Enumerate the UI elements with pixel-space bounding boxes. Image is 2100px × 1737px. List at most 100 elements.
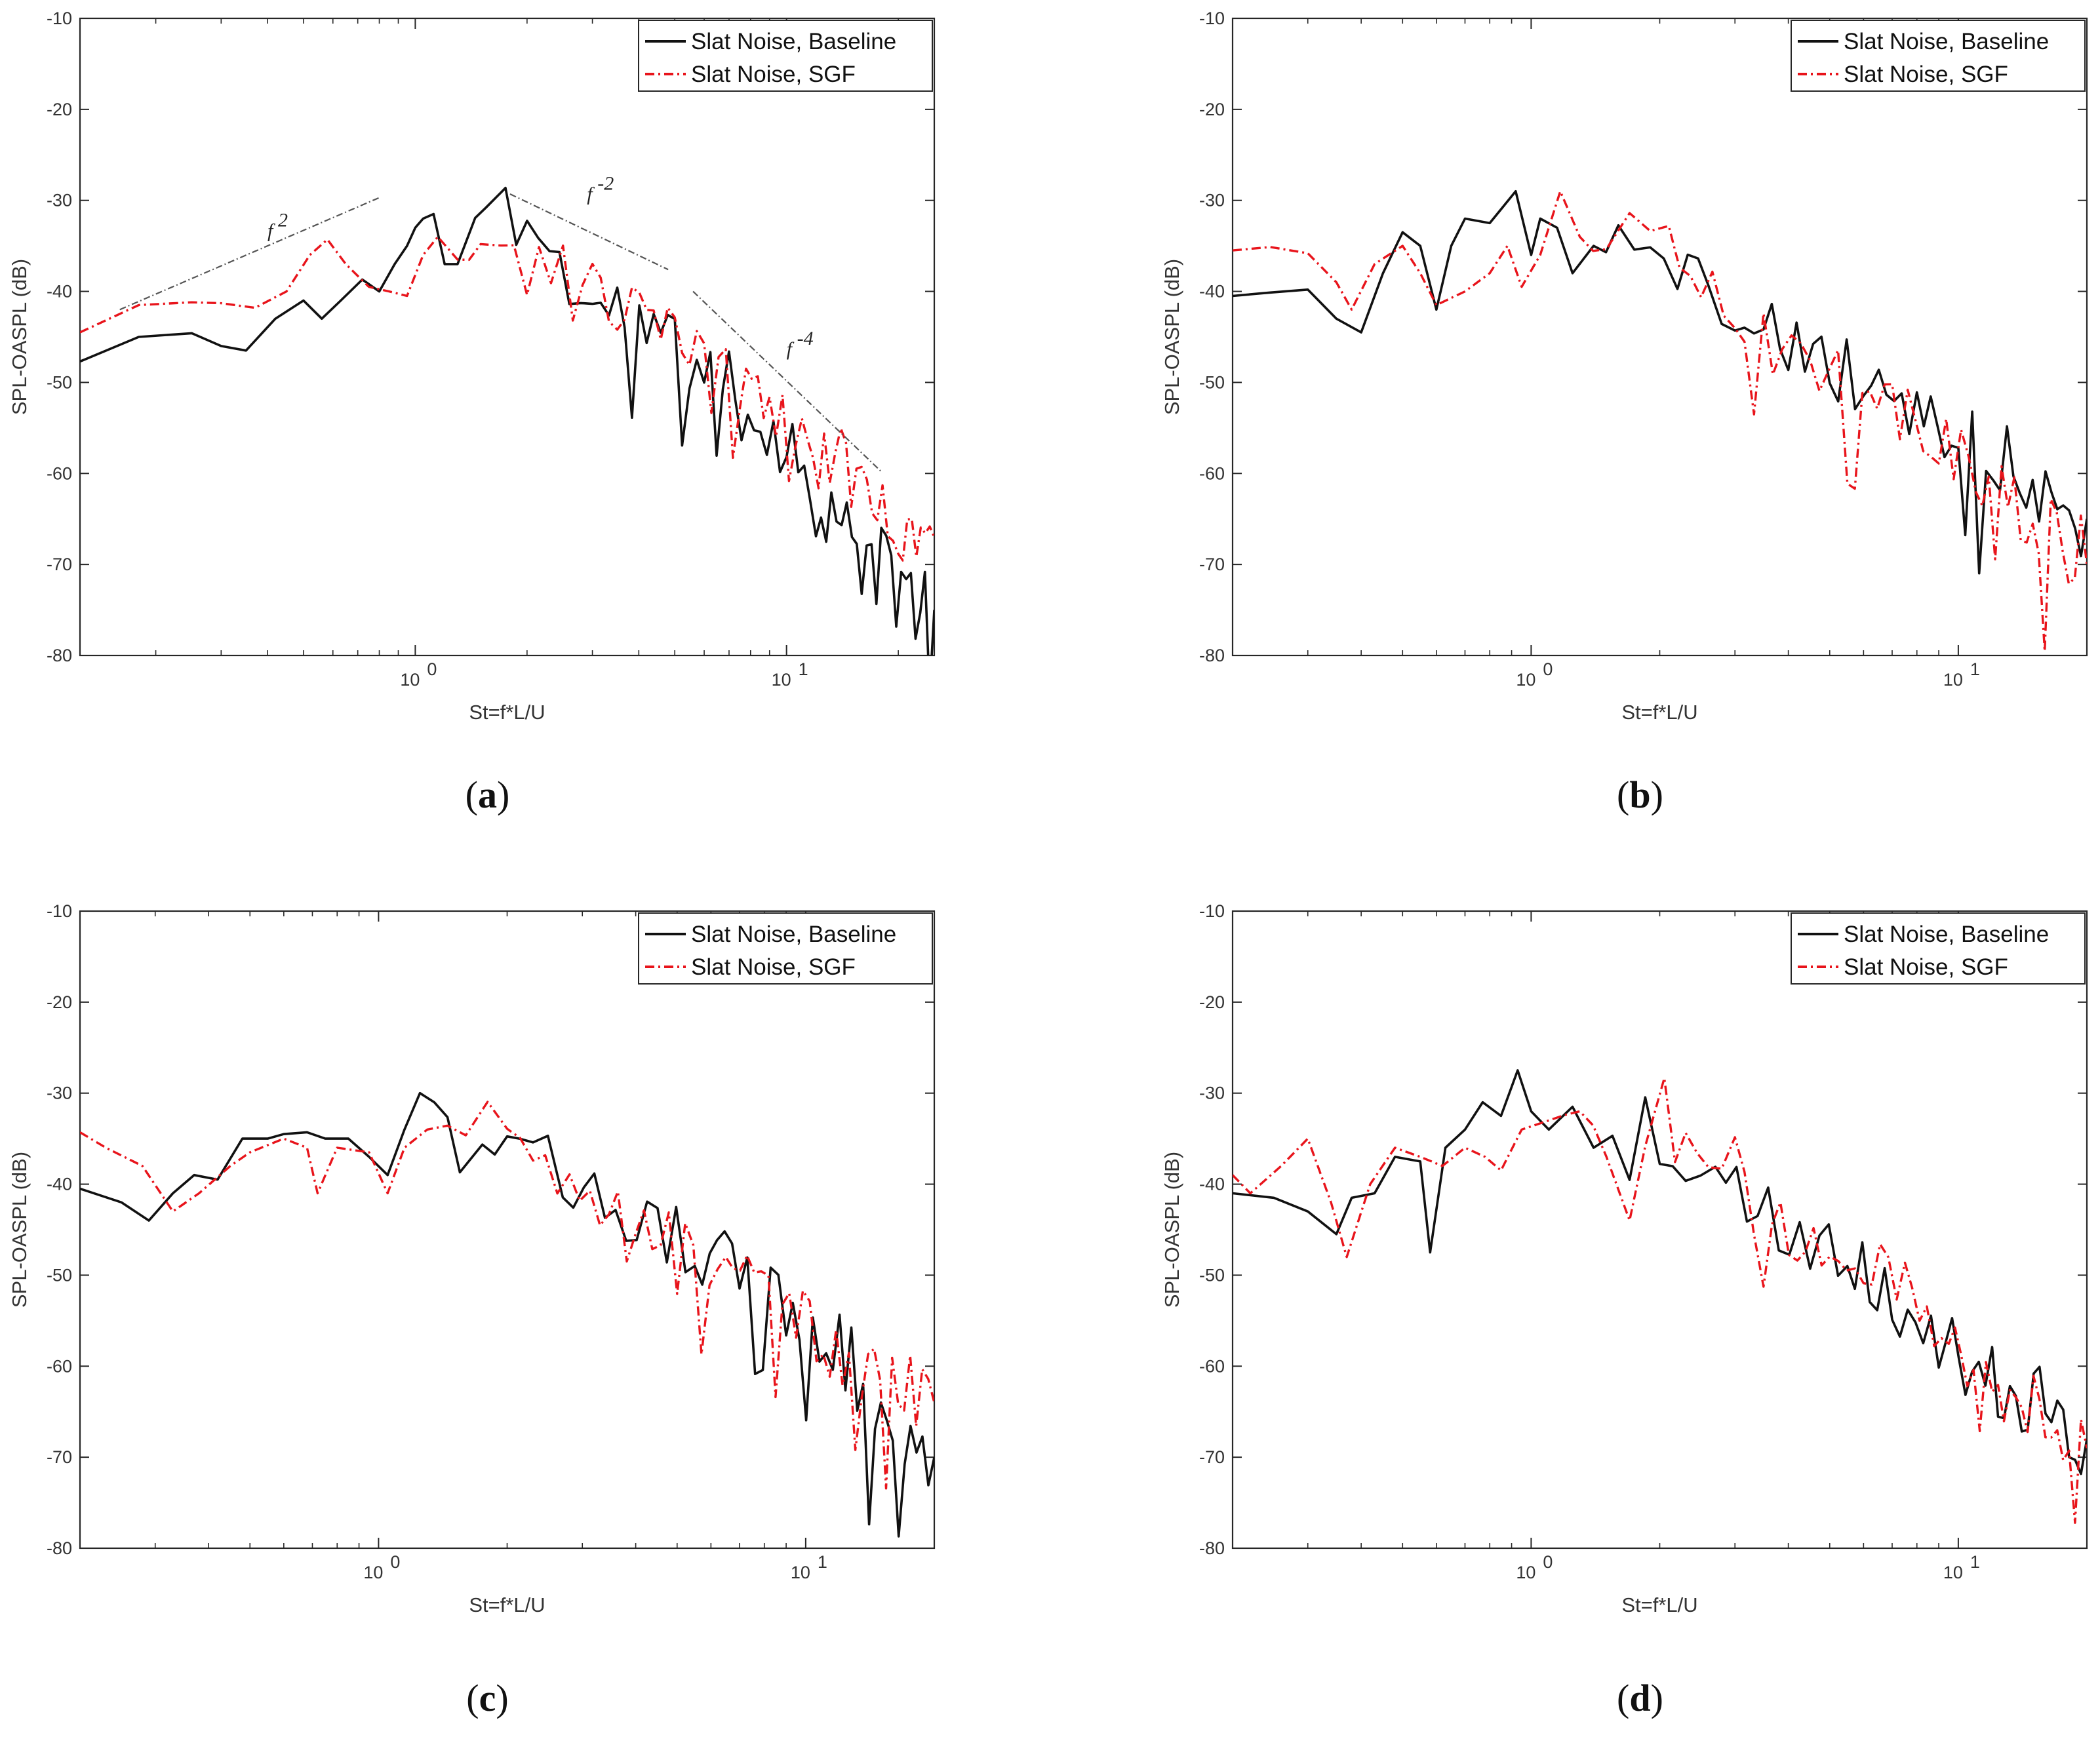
panel-caption: (c) xyxy=(466,1677,508,1719)
x-tick-label: 10 xyxy=(363,1563,383,1582)
panel-caption: (d) xyxy=(1617,1677,1663,1719)
y-tick-label: -10 xyxy=(47,901,72,921)
y-tick-label: -80 xyxy=(47,646,72,665)
legend-box xyxy=(1791,20,2086,92)
slope-reference-line xyxy=(692,290,882,473)
x-axis-label: St=f*L/U xyxy=(1621,701,1697,724)
x-tick-exponent: 1 xyxy=(818,1552,827,1572)
x-tick-exponent: 0 xyxy=(390,1552,400,1572)
x-tick-label: 10 xyxy=(1943,670,1963,690)
series-line-baseline xyxy=(80,186,934,655)
legend: Slat Noise, Baseline Slat Noise, SGF xyxy=(638,20,933,92)
series-group xyxy=(1233,190,2087,653)
plot-frame xyxy=(79,910,936,1550)
x-tick-label: 10 xyxy=(1516,1563,1535,1582)
series-line-baseline xyxy=(80,1091,934,1538)
legend-box xyxy=(638,912,933,985)
plot-frame xyxy=(79,17,936,657)
series-line-sgf xyxy=(1233,190,2087,653)
y-tick-label: -70 xyxy=(1199,555,1225,574)
y-tick-label: -10 xyxy=(47,9,72,28)
y-tick-label: -70 xyxy=(47,1447,72,1467)
x-tick-label: 10 xyxy=(772,670,791,690)
legend-box xyxy=(1791,912,2086,985)
panel-caption: (a) xyxy=(466,773,510,816)
y-tick-label: -50 xyxy=(47,372,72,392)
y-tick-label: -70 xyxy=(47,555,72,574)
legend: Slat Noise, Baseline Slat Noise, SGF xyxy=(638,912,933,985)
y-tick-label: -40 xyxy=(47,1175,72,1194)
y-tick-label: -30 xyxy=(1199,191,1225,210)
y-tick-label: -20 xyxy=(1199,992,1225,1012)
x-tick-exponent: 0 xyxy=(427,659,437,679)
plot-frame xyxy=(1231,17,2088,657)
legend: Slat Noise, Baseline Slat Noise, SGF xyxy=(1791,20,2086,92)
y-tick-label: -40 xyxy=(1199,282,1225,302)
legend-entry: Slat Noise, SGF xyxy=(691,954,856,980)
series-line-baseline xyxy=(1233,190,2087,575)
legend-entry: Slat Noise, Baseline xyxy=(691,29,896,54)
y-tick-label: -10 xyxy=(1199,9,1225,28)
x-axis-label: St=f*L/U xyxy=(469,1593,545,1616)
plot-frame xyxy=(1231,910,2088,1550)
y-tick-label: -60 xyxy=(1199,1356,1225,1376)
x-tick-exponent: 0 xyxy=(1543,1552,1553,1572)
legend-entry: Slat Noise, SGF xyxy=(691,62,856,87)
series-group xyxy=(80,1091,934,1538)
y-axis-label: SPL-OASPL (dB) xyxy=(8,259,31,415)
y-tick-label: -40 xyxy=(47,282,72,302)
y-axis-label: SPL-OASPL (dB) xyxy=(8,1152,31,1308)
slope-reference-line xyxy=(119,197,380,311)
y-tick-label: -80 xyxy=(1199,1538,1225,1558)
y-tick-label: -50 xyxy=(47,1265,72,1285)
x-tick-label: 10 xyxy=(1943,1563,1963,1582)
x-tick-label: 10 xyxy=(1516,670,1535,690)
y-tick-label: -20 xyxy=(47,992,72,1012)
slope-annotation-exponent: 2 xyxy=(278,209,288,231)
panel-d: -10 -20 -30 -40 -50 -60 -70 -80 10 0 10 1 St=f*L/U SP… xyxy=(1160,901,2088,1719)
y-tick-label: -60 xyxy=(47,463,72,483)
slope-annotation-exponent: -2 xyxy=(597,173,614,195)
x-tick-exponent: 1 xyxy=(799,659,808,679)
legend-entry: Slat Noise, SGF xyxy=(1844,62,2008,87)
y-tick-label: -30 xyxy=(1199,1083,1225,1103)
y-tick-label: -60 xyxy=(47,1356,72,1376)
series-group xyxy=(80,186,934,655)
x-axis-label: St=f*L/U xyxy=(1621,1593,1697,1616)
legend-entry: Slat Noise, Baseline xyxy=(691,922,896,947)
legend-box xyxy=(638,20,933,92)
y-axis-label: SPL-OASPL (dB) xyxy=(1160,1152,1183,1308)
y-tick-label: -50 xyxy=(1199,372,1225,392)
panel-b: -10 -20 -30 -40 -50 -60 -70 -80 10 0 10 1 St=f*L/U SP… xyxy=(1160,9,2088,816)
x-tick-label: 10 xyxy=(791,1563,810,1582)
slope-annotation-exponent: -4 xyxy=(797,328,814,349)
x-tick-exponent: 0 xyxy=(1543,659,1553,679)
slope-reference-line xyxy=(509,193,669,271)
y-tick-label: -80 xyxy=(47,1538,72,1558)
y-tick-label: -60 xyxy=(1199,463,1225,483)
legend-entry: Slat Noise, Baseline xyxy=(1844,922,2049,947)
y-tick-label: -40 xyxy=(1199,1175,1225,1194)
x-axis-label: St=f*L/U xyxy=(469,701,545,724)
y-tick-label: -50 xyxy=(1199,1265,1225,1285)
x-tick-exponent: 1 xyxy=(1970,659,1980,679)
y-tick-label: -10 xyxy=(1199,901,1225,921)
series-group xyxy=(1233,1069,2087,1524)
y-tick-label: -20 xyxy=(1199,100,1225,119)
y-tick-label: -20 xyxy=(47,100,72,119)
y-tick-label: -70 xyxy=(1199,1447,1225,1467)
x-tick-exponent: 1 xyxy=(1970,1552,1980,1572)
legend-entry: Slat Noise, SGF xyxy=(1844,954,2008,980)
series-line-sgf xyxy=(80,235,934,562)
y-tick-label: -30 xyxy=(47,1083,72,1103)
series-line-sgf xyxy=(80,1101,934,1490)
panel-a: -10 -20 -30 -40 -50 -60 -70 -80 10 0 10 1 St=f*L/U SP… xyxy=(8,9,936,816)
y-tick-label: -30 xyxy=(47,191,72,210)
legend-entry: Slat Noise, Baseline xyxy=(1844,29,2049,54)
series-line-baseline xyxy=(1233,1069,2087,1475)
panel-c: -10 -20 -30 -40 -50 -60 -70 -80 10 0 10 1 St=f*L/U SP… xyxy=(8,901,936,1719)
y-axis-label: SPL-OASPL (dB) xyxy=(1160,259,1183,415)
y-tick-label: -80 xyxy=(1199,646,1225,665)
panel-caption: (b) xyxy=(1617,773,1663,816)
